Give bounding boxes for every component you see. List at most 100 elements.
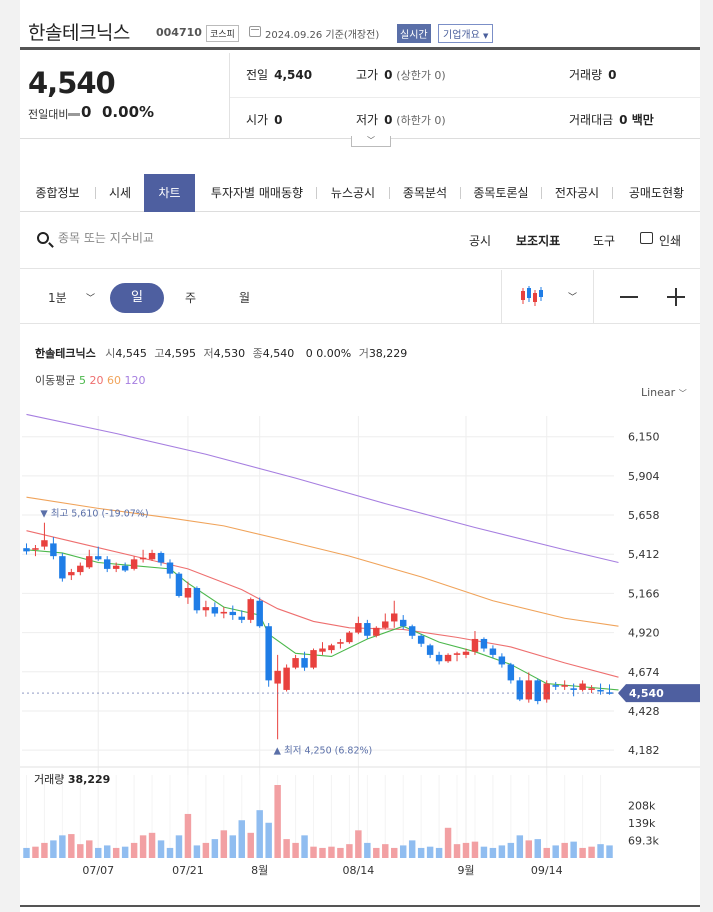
volume-bar [435,847,443,858]
divider [95,187,96,199]
volume-bar [525,840,533,858]
volume-bar [337,847,344,858]
volume-value: 38,229 [68,773,110,786]
company-info-label: 기업개요 [443,30,480,41]
candle-body [328,645,335,651]
divider [389,187,390,199]
tools-button[interactable]: 도구 [593,234,616,248]
company-info-dropdown[interactable]: 기업개요 ▼ [438,24,494,43]
x-tick-label: 08/14 [343,864,375,877]
candle-body [534,680,541,702]
legend-stock-name: 한솔테크닉스 [35,347,96,360]
candle-body [301,658,308,668]
candle-body [68,572,75,576]
candle-body [292,658,299,668]
indicators-button[interactable]: 보조지표 [516,234,561,248]
candle-body [175,573,183,596]
printer-icon[interactable] [640,232,653,244]
stat-volume: 거래량 0 [569,66,616,83]
candle-body [543,683,550,700]
tab-overview[interactable]: 종합정보 [35,186,80,200]
tab-discussion[interactable]: 종목토론실 [473,186,529,200]
stat-prev: 전일 4,540 [246,66,312,83]
disclosure-button[interactable]: 공시 [469,234,492,248]
stat-value: 0 [384,113,393,127]
ma120-line [26,413,619,564]
candle-body [220,611,228,614]
candle-body [193,588,201,611]
candle-body [274,670,281,684]
candle-body [337,642,344,644]
tab-disclosure[interactable]: 전자공시 [554,186,600,200]
stat-low: 저가 0 (하한가 0) [356,111,446,128]
chevron-down-icon[interactable]: ﹀ [568,293,578,303]
candle-body [552,685,559,687]
zoom-in-icon[interactable] [667,288,685,306]
candle-body [148,552,156,560]
volume-bar [256,810,263,858]
volume-bar [579,847,586,858]
tab-quotes[interactable]: 시세 [108,186,132,200]
candle-body [283,667,290,690]
collapse-toggle[interactable]: ﹀ [351,136,391,147]
ma5-label[interactable]: 5 [78,374,86,387]
legend-key: 거 [358,347,369,360]
candle-body [417,635,425,644]
volume-bar [480,846,488,858]
scale-dropdown[interactable]: Linear ﹀ [641,386,687,399]
candle-body [480,638,488,649]
divider [230,97,700,98]
volume-bar [103,845,111,858]
candle-body [382,621,389,628]
period-month[interactable]: 월 [239,291,251,305]
zoom-out-icon[interactable] [620,296,638,298]
tab-analysis[interactable]: 종목분석 [402,186,448,200]
volume-bar [543,847,550,858]
volume-bar [597,844,604,858]
ma60-label[interactable]: 60 [106,374,121,387]
divider [316,187,317,199]
y-tick-label: 5,166 [628,587,660,600]
chevron-down-icon: ﹀ [678,389,687,398]
candle-body [444,654,452,662]
legend-low: 4,530 [213,347,246,360]
candlestick-type-icon[interactable] [520,285,546,307]
chart-toolbar: 공시 보조지표 도구 인쇄 [20,213,700,269]
period-day[interactable]: 일 [110,283,164,313]
volume-bar [444,827,452,858]
tab-news[interactable]: 뉴스공시 [330,186,376,200]
ma120-label[interactable]: 120 [124,374,146,387]
candle-body [103,559,111,569]
volume-bar [534,839,541,858]
candle-body [112,565,120,569]
search-input[interactable] [58,231,258,245]
realtime-button[interactable]: 실시간 [397,24,431,43]
period-minute[interactable]: 1분 [48,291,67,305]
chevron-down-icon[interactable]: ﹀ [86,294,96,304]
market-badge: 코스피 [206,25,239,42]
print-button[interactable]: 인쇄 [659,234,682,248]
volume-bar [319,847,326,858]
candle-body [364,623,371,636]
divider [541,187,542,199]
tab-short-selling[interactable]: 공매도현황 [628,186,685,200]
tab-chart[interactable]: 차트 [144,174,195,212]
stat-value: 4,540 [274,68,313,82]
search-icon[interactable] [37,232,49,244]
candle-body [588,688,595,690]
price-chart[interactable]: 4,182 4,428 4,674 4,920 5,166 5,412 5,658 5,904… [20,400,700,890]
volume-bar [139,835,147,858]
candle-body [86,556,93,568]
candle-body [130,559,138,569]
candle-body [310,650,317,668]
ma20-line [26,530,619,678]
x-tick-label: 09/14 [531,864,563,877]
volume-bar [453,844,461,858]
ma20-label[interactable]: 20 [89,374,104,387]
period-week[interactable]: 주 [185,291,197,305]
y-tick-label: 4,920 [628,627,660,640]
candle-body [462,651,470,655]
tab-investor-trading[interactable]: 투자자별 매매동향 [210,186,304,200]
volume-bar [130,842,138,858]
stat-open: 시가 0 [246,111,282,128]
